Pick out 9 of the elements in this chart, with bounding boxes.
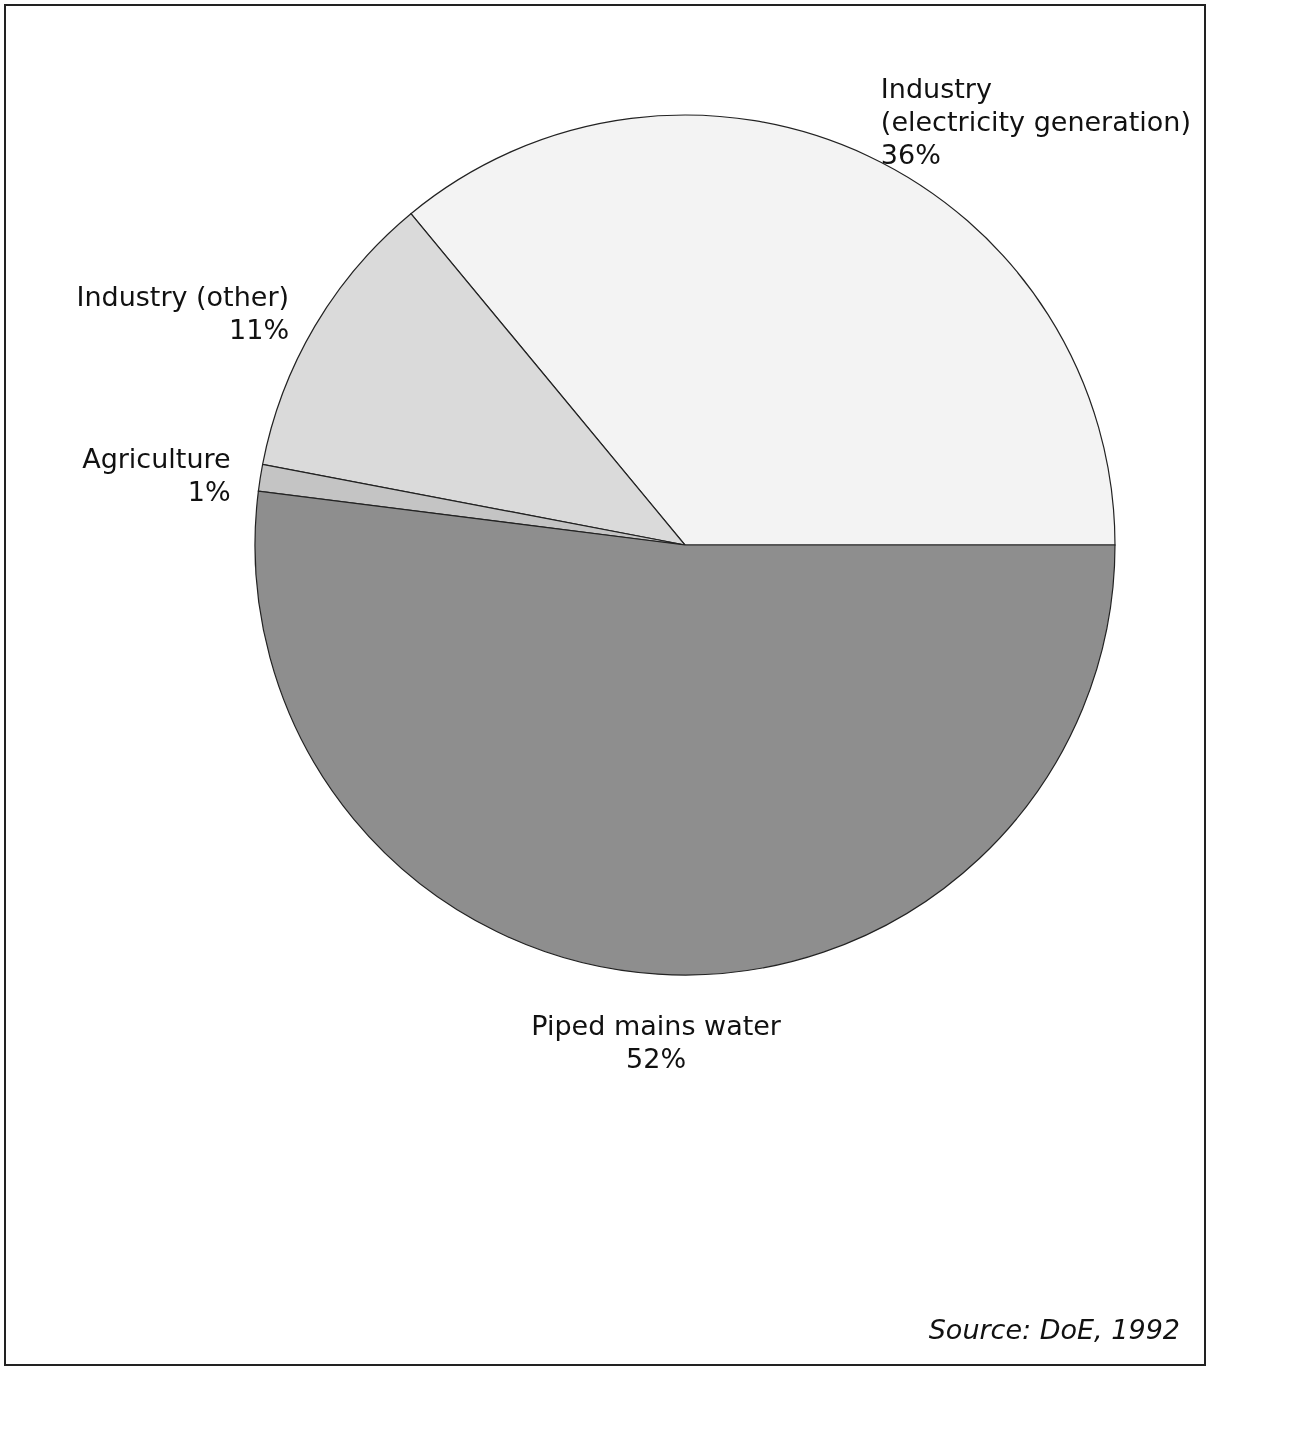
slice-label: Industry (other) [76, 280, 290, 312]
data-label: 1% [187, 476, 231, 508]
slice-label: Piped mains water [531, 1010, 782, 1042]
data-label: 36% [880, 138, 941, 170]
data-label: 52% [626, 1043, 687, 1075]
slice-label: Industry (electricity generation) [880, 72, 1192, 137]
slice-label: Agriculture [82, 443, 231, 475]
source-note: Source: DoE, 1992 [928, 1314, 1180, 1345]
data-label: 11% [229, 313, 290, 345]
